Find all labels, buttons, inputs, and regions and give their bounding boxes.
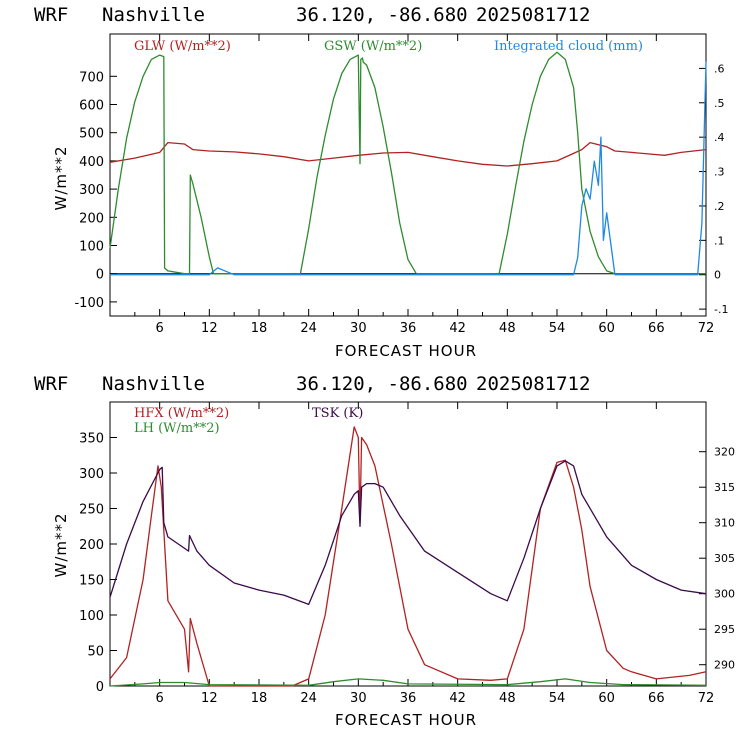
p2-xtick-label: 24: [300, 691, 317, 706]
p2-frame: [109, 401, 707, 687]
panel1-plot-area: 6 12 18 24 30 36 42 48 54 60 66 72 -100 0 100 200 300 400…: [74, 33, 728, 336]
legend-tsk: TSK (K): [312, 406, 363, 421]
p1-series-gsw-line: [109, 51, 706, 275]
legend-gsw: GSW (W/m**2): [324, 39, 422, 54]
p1-xtick-label: 42: [449, 321, 466, 336]
panel2-header: WRF Nashville 36.120, -86.680 2025081712: [34, 373, 590, 395]
panel2-model: WRF: [34, 373, 68, 395]
p1-xtick-label: 30: [350, 321, 367, 336]
p2-xtick-label: 12: [201, 691, 218, 706]
p2-ytick-label: 100: [79, 609, 104, 624]
legend-glw: GLW (W/m**2): [134, 39, 231, 54]
panel1-location: Nashville: [102, 4, 205, 26]
p1-xtick-label: 6: [156, 321, 164, 336]
panel1-model: WRF: [34, 4, 68, 26]
p2-xtick-label: 60: [598, 691, 615, 706]
p1-y2tick-label: -.1: [714, 303, 728, 316]
panel2-legend: HFX (W/m**2) LH (W/m**2) TSK (K): [134, 406, 363, 436]
p2-xtick-label: 30: [350, 691, 367, 706]
panel2-location: Nashville: [102, 373, 205, 395]
p2-y2tick-label: 295: [714, 623, 735, 636]
p2-y2tick-label: 320: [714, 446, 735, 459]
p2-y2tick-label: 315: [714, 481, 735, 494]
p1-xtick-label: 48: [499, 321, 516, 336]
p1-ytick-label: -100: [74, 296, 104, 311]
legend-hfx: HFX (W/m**2): [134, 406, 229, 421]
panel1-ylabel: W/m**2: [52, 145, 70, 210]
p1-y2tick-label: .4: [714, 131, 725, 144]
panel2-plot-area: 6 12 18 24 30 36 42 48 54 60 66 72 0 50 100 150 200 250 30…: [79, 401, 735, 706]
p2-xtick-label: 48: [499, 691, 516, 706]
legend-integrated-cloud: Integrated cloud (mm): [494, 39, 643, 54]
p1-y2tick-label: .3: [714, 166, 725, 179]
p1-xtick-label: 18: [251, 321, 268, 336]
p2-series-tsk-line: [109, 460, 707, 606]
panel2-ylabel: W/m**2: [52, 512, 70, 577]
p1-y2tick-label: .6: [714, 62, 725, 75]
panel2-coords: 36.120, -86.680: [296, 373, 468, 395]
panel2-xlabel: FORECAST HOUR: [335, 711, 477, 729]
p1-y2tick-label: .2: [714, 200, 725, 213]
p2-xtick-label: 66: [648, 691, 665, 706]
radiation-panel: WRF Nashville 36.120, -86.680 2025081712…: [34, 4, 728, 360]
p2-xtick-label: 54: [549, 691, 566, 706]
p2-ytick-label: 250: [79, 503, 104, 518]
p2-ytick-label: 150: [79, 574, 104, 589]
p1-ytick-label: 100: [79, 240, 104, 255]
panel1-legend: GLW (W/m**2) GSW (W/m**2) Integrated clo…: [134, 39, 643, 54]
p1-series-glw-line: [109, 141, 707, 167]
p2-ytick-label: 200: [79, 538, 104, 553]
p2-y2tick-label: 300: [714, 588, 735, 601]
p2-ytick-label: 0: [96, 680, 104, 695]
p2-ytick-label: 300: [79, 467, 104, 482]
legend-lh: LH (W/m**2): [134, 421, 220, 436]
p1-xtick-label: 36: [400, 321, 417, 336]
p2-xtick-label: 72: [698, 691, 715, 706]
p2-y2tick-label: 290: [714, 659, 735, 672]
p1-xtick-label: 24: [300, 321, 317, 336]
p2-xtick-label: 18: [251, 691, 268, 706]
p1-xtick-label: 60: [598, 321, 615, 336]
p1-ytick-label: 200: [79, 211, 104, 226]
p2-series-hfx-line: [109, 426, 707, 687]
surface-flux-panel: WRF Nashville 36.120, -86.680 2025081712…: [34, 373, 735, 729]
panel1-xlabel: FORECAST HOUR: [335, 342, 477, 360]
p2-y2tick-label: 310: [714, 517, 735, 530]
panel1-init-time: 2025081712: [476, 4, 590, 26]
p1-ytick-label: 600: [79, 99, 104, 114]
p2-y2tick-label: 305: [714, 552, 735, 565]
p2-series-lh-line: [109, 678, 707, 687]
p1-xtick-label: 66: [648, 321, 665, 336]
p1-ytick-label: 400: [79, 155, 104, 170]
p1-xtick-label: 12: [201, 321, 218, 336]
p1-y2tick-label: .1: [714, 234, 725, 247]
p1-xtick-label: 54: [549, 321, 566, 336]
panel1-header: WRF Nashville 36.120, -86.680 2025081712: [34, 4, 590, 26]
p1-ytick-label: 700: [79, 70, 104, 85]
p1-ytick-label: 0: [96, 268, 104, 283]
p1-xtick-label: 72: [698, 321, 715, 336]
panel1-coords: 36.120, -86.680: [296, 4, 468, 26]
p1-y2tick-label: 0: [714, 269, 721, 282]
p2-xtick-label: 42: [449, 691, 466, 706]
panel2-init-time: 2025081712: [476, 373, 590, 395]
p1-series-integrated-line: [110, 61, 707, 276]
p2-ytick-label: 50: [87, 645, 104, 660]
p1-y2tick-label: .5: [714, 97, 725, 110]
p1-ytick-label: 300: [79, 183, 104, 198]
p1-ytick-label: 500: [79, 127, 104, 142]
p2-xtick-label: 6: [156, 691, 164, 706]
p2-ytick-label: 350: [79, 432, 104, 447]
p2-xtick-label: 36: [400, 691, 417, 706]
